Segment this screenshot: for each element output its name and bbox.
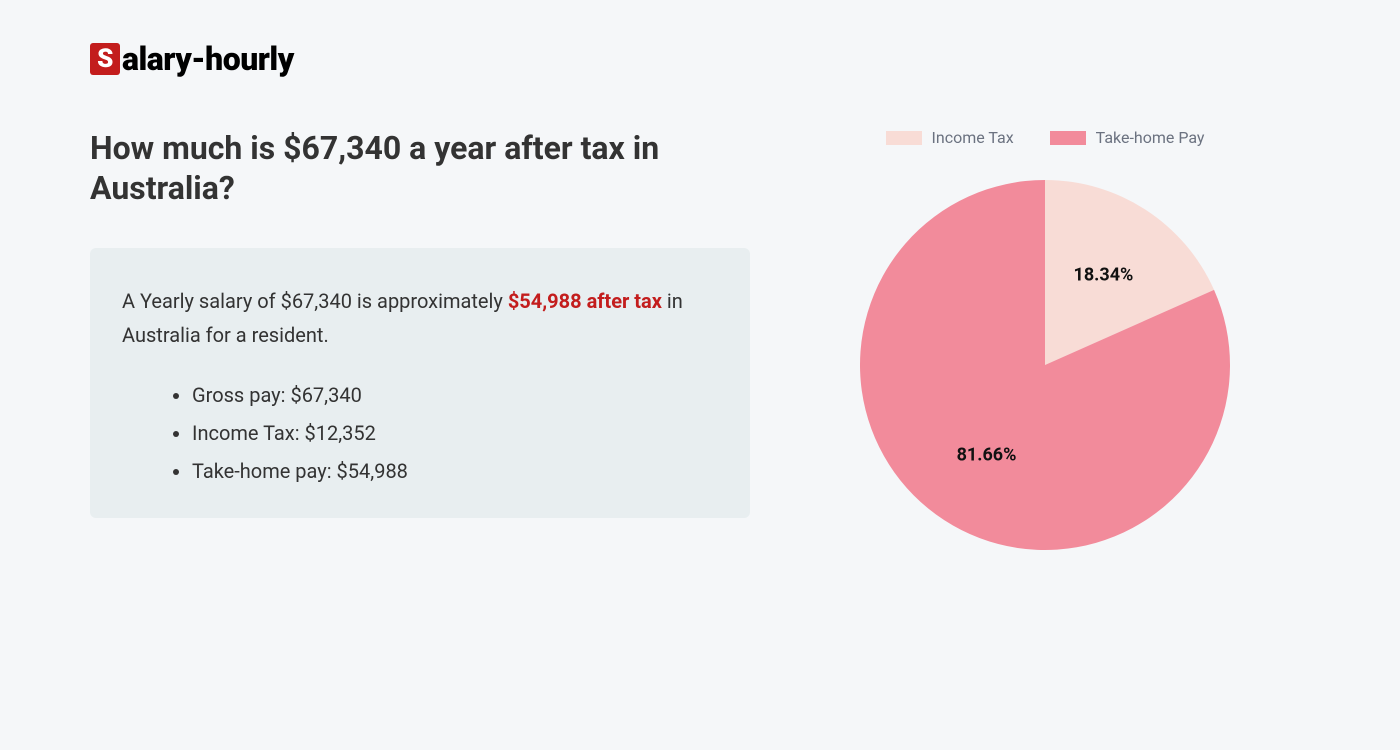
pie-chart: 18.34% 81.66% (860, 165, 1230, 555)
legend-item: Take-home Pay (1050, 128, 1205, 147)
brand-text: alary-hourly (122, 40, 294, 78)
pie-slice-label: 18.34% (1074, 265, 1134, 286)
legend-label: Income Tax (932, 128, 1014, 147)
brand-badge: S (90, 43, 120, 75)
page-title: How much is $67,340 a year after tax in … (90, 128, 750, 208)
chart-legend: Income Tax Take-home Pay (886, 128, 1205, 147)
list-item: Gross pay: $67,340 (192, 376, 718, 414)
summary-panel: A Yearly salary of $67,340 is approximat… (90, 248, 750, 518)
legend-item: Income Tax (886, 128, 1014, 147)
list-item: Take-home pay: $54,988 (192, 452, 718, 490)
summary-pre: A Yearly salary of $67,340 is approximat… (122, 289, 508, 313)
legend-swatch (1050, 131, 1086, 145)
list-item: Income Tax: $12,352 (192, 414, 718, 452)
summary-list: Gross pay: $67,340 Income Tax: $12,352 T… (122, 376, 718, 490)
legend-swatch (886, 131, 922, 145)
legend-label: Take-home Pay (1096, 128, 1205, 147)
pie-svg (860, 165, 1230, 555)
summary-highlight: $54,988 after tax (508, 289, 662, 313)
pie-slice-label: 81.66% (957, 444, 1017, 465)
brand-logo: Salary-hourly (90, 40, 1310, 78)
summary-text: A Yearly salary of $67,340 is approximat… (122, 284, 718, 352)
